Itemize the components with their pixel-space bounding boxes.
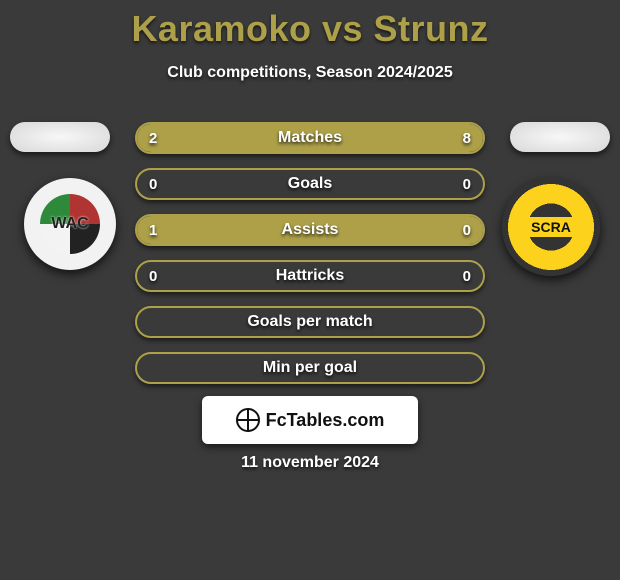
club-badge-left: WAC <box>24 178 116 270</box>
stat-value-right: 0 <box>463 216 471 244</box>
stat-bar-hattricks: 0 Hattricks 0 <box>135 260 485 292</box>
club-badge-right-text: SCRA <box>527 217 575 237</box>
stat-label: Goals per match <box>247 313 372 331</box>
club-badge-left-text: WAC <box>24 178 116 270</box>
stat-value-right: 8 <box>463 124 471 152</box>
date-label: 11 november 2024 <box>0 454 620 472</box>
stat-label: Hattricks <box>276 267 344 285</box>
stat-value-left: 2 <box>149 124 157 152</box>
brand-logo-text: FcTables.com <box>266 410 385 431</box>
stat-bar-goals-per-match: Goals per match <box>135 306 485 338</box>
stat-label: Min per goal <box>263 359 357 377</box>
stats-bars: 2 Matches 8 0 Goals 0 1 Assists 0 0 Hatt… <box>135 122 485 384</box>
stat-value-right: 0 <box>463 262 471 290</box>
stat-fill-right <box>206 124 483 152</box>
stat-label: Matches <box>278 129 342 147</box>
page-subtitle: Club competitions, Season 2024/2025 <box>0 64 620 82</box>
stat-bar-matches: 2 Matches 8 <box>135 122 485 154</box>
stat-value-left: 0 <box>149 262 157 290</box>
root: Karamoko vs Strunz Club competitions, Se… <box>0 0 620 580</box>
player-avatar-right <box>510 122 610 152</box>
stat-label: Assists <box>282 221 339 239</box>
stat-label: Goals <box>288 175 332 193</box>
stat-bar-goals: 0 Goals 0 <box>135 168 485 200</box>
club-badge-right: SCRA <box>502 178 600 276</box>
stat-value-left: 1 <box>149 216 157 244</box>
player-avatar-left <box>10 122 110 152</box>
stat-bar-min-per-goal: Min per goal <box>135 352 485 384</box>
stat-value-right: 0 <box>463 170 471 198</box>
globe-icon <box>236 408 260 432</box>
page-title: Karamoko vs Strunz <box>0 0 620 50</box>
stat-bar-assists: 1 Assists 0 <box>135 214 485 246</box>
brand-logo[interactable]: FcTables.com <box>202 396 418 444</box>
stat-value-left: 0 <box>149 170 157 198</box>
stat-fill-left <box>137 124 206 152</box>
